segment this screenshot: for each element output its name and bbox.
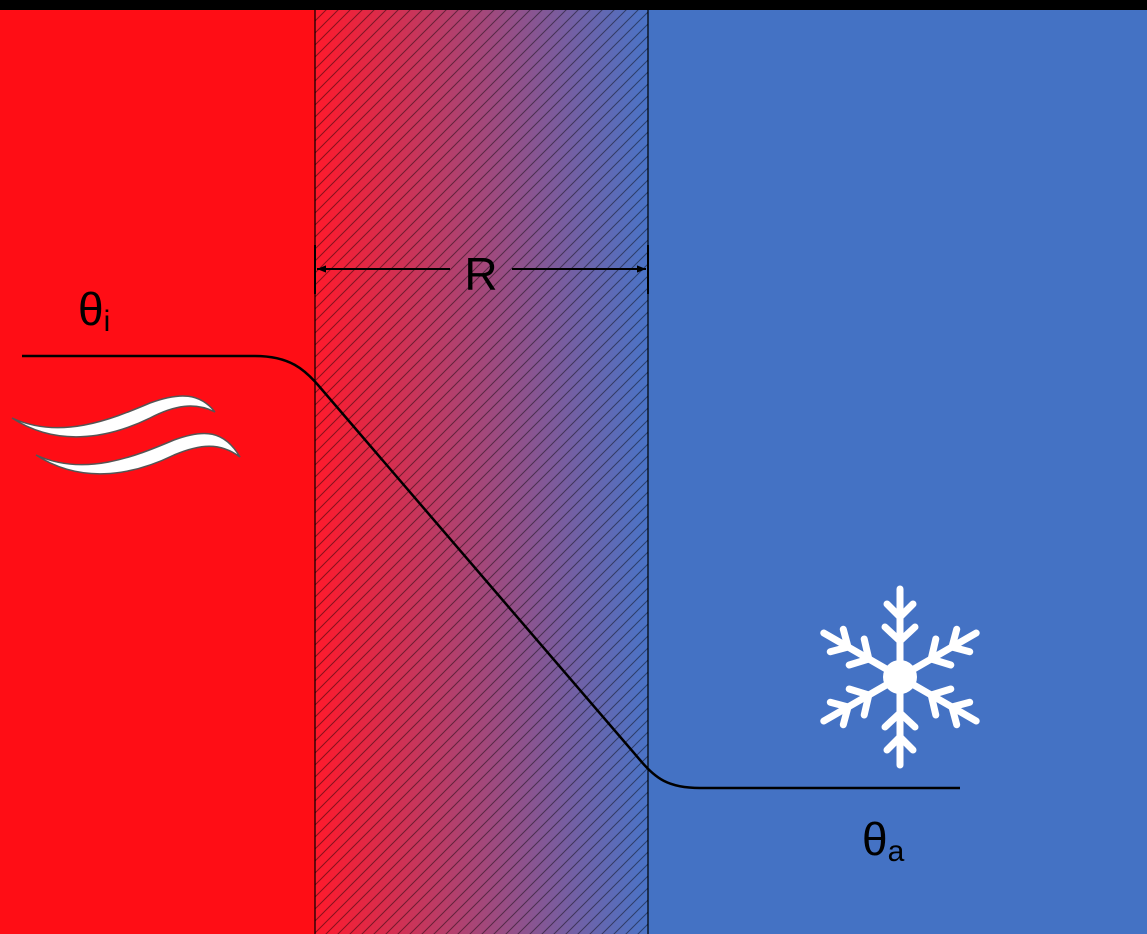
outside-temperature-symbol: θ bbox=[862, 813, 888, 865]
inside-temperature-label: θi bbox=[78, 283, 110, 338]
inside-temperature-symbol: θ bbox=[78, 283, 104, 335]
wall-hatching bbox=[315, 10, 648, 934]
outside-temperature-label: θa bbox=[862, 813, 905, 868]
inside-temperature-subscript: i bbox=[104, 305, 111, 338]
resistance-label: R bbox=[464, 248, 497, 300]
temperature-profile-line bbox=[22, 354, 960, 790]
resistance-dimension: R bbox=[314, 245, 649, 300]
heat-waves-icon bbox=[11, 395, 241, 475]
warm-zone bbox=[0, 10, 315, 934]
cold-zone bbox=[648, 10, 1147, 934]
outside-temperature-subscript: a bbox=[888, 835, 905, 868]
top-bar bbox=[0, 0, 1147, 10]
snowflake-icon bbox=[820, 585, 980, 769]
